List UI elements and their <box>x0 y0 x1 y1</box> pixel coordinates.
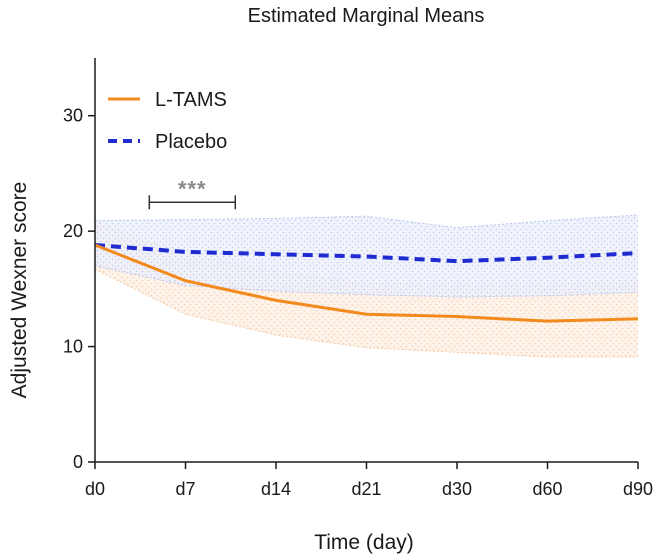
y-tick-label: 10 <box>63 337 83 357</box>
y-axis: 0 10 20 30 <box>63 58 96 472</box>
significance-label: *** <box>178 176 207 201</box>
legend: L-TAMS Placebo <box>108 89 227 153</box>
ci-lower-ltams <box>94 268 638 358</box>
ci-upper-placebo <box>94 214 639 229</box>
chart-title: Estimated Marginal Means <box>248 5 485 27</box>
legend-label-placebo: Placebo <box>155 131 227 153</box>
series-line-placebo <box>94 243 639 264</box>
legend-label-ltams: L-TAMS <box>155 89 227 111</box>
y-tick-label: 0 <box>73 452 83 472</box>
x-tick-label: d90 <box>623 479 653 499</box>
y-ticks: 0 10 20 30 <box>63 106 95 472</box>
y-tick-label: 20 <box>63 221 83 241</box>
x-ticks: d0 d7 d14 d21 d30 d60 d90 <box>85 462 653 499</box>
series-line-ltams <box>94 243 639 323</box>
y-axis-label: Adjusted Wexner score <box>8 182 31 399</box>
ci-band-placebo <box>95 214 638 297</box>
x-axis-label: Time (day) <box>314 531 414 554</box>
ci-lower-placebo <box>94 265 639 298</box>
series-lines <box>94 243 639 323</box>
x-tick-label: d60 <box>532 479 562 499</box>
x-tick-label: d7 <box>175 479 195 499</box>
significance-annotation: *** <box>148 176 237 210</box>
x-tick-label: d14 <box>261 479 291 499</box>
x-tick-label: d21 <box>351 479 381 499</box>
x-axis: d0 d7 d14 d21 d30 d60 d90 <box>85 461 653 499</box>
x-tick-label: d0 <box>85 479 105 499</box>
y-tick-label: 30 <box>63 106 83 126</box>
confidence-bands <box>94 214 639 358</box>
x-tick-label: d30 <box>442 479 472 499</box>
